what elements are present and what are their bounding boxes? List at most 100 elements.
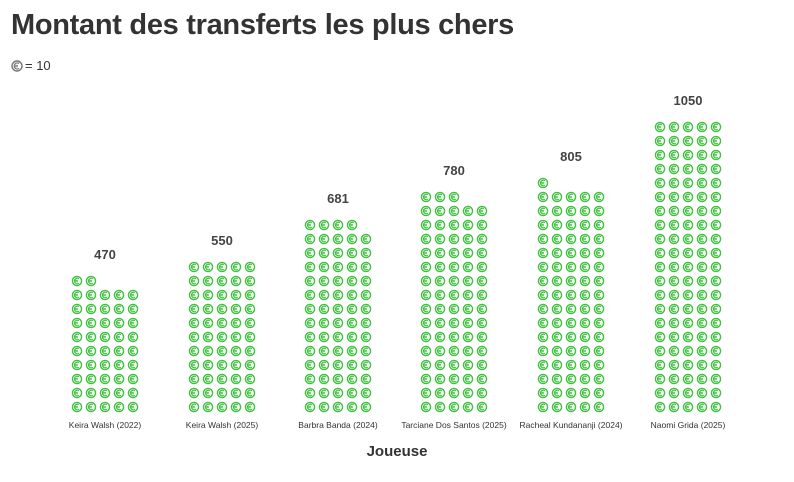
- coin-icon: [668, 359, 680, 371]
- coin-icon: [696, 317, 708, 329]
- coin-icon: [332, 387, 344, 399]
- coin-icon: [696, 387, 708, 399]
- coin-icon: [565, 205, 577, 217]
- coin-icon: [579, 331, 591, 343]
- coin-icon: [318, 233, 330, 245]
- coin-icon: [420, 247, 432, 259]
- coin-icon: [304, 275, 316, 287]
- coin-icon: [202, 345, 214, 357]
- coin-icon: [579, 317, 591, 329]
- coin-icon: [346, 233, 358, 245]
- coin-icon: [346, 261, 358, 273]
- coin-icon: [668, 121, 680, 133]
- coin-icon: [346, 401, 358, 413]
- coin-icon: [551, 359, 563, 371]
- coin-icon: [476, 219, 488, 231]
- coin-icon: [710, 401, 722, 413]
- coin-icon: [565, 345, 577, 357]
- coin-icon: [346, 373, 358, 385]
- coin-icon: [682, 205, 694, 217]
- coin-icon: [304, 345, 316, 357]
- coin-icon: [244, 331, 256, 343]
- coin-icon: [682, 261, 694, 273]
- coin-icon: [434, 373, 446, 385]
- coin-icon: [230, 303, 242, 315]
- coin-icon: [230, 289, 242, 301]
- coin-icon: [551, 219, 563, 231]
- coin-icon: [696, 219, 708, 231]
- coin-icon: [230, 387, 242, 399]
- coin-icon: [565, 373, 577, 385]
- coin-icon: [476, 373, 488, 385]
- euro-coin-icon: [11, 59, 23, 72]
- coin-icon: [565, 233, 577, 245]
- coin-icon: [579, 247, 591, 259]
- coin-icon: [682, 275, 694, 287]
- coin-icon: [537, 373, 549, 385]
- coin-icon: [668, 401, 680, 413]
- coin-icon: [318, 247, 330, 259]
- coin-icon: [668, 387, 680, 399]
- coin-icon: [420, 331, 432, 343]
- coin-icon: [448, 387, 460, 399]
- coin-icon: [360, 233, 372, 245]
- coin-icon: [244, 317, 256, 329]
- coin-icon: [476, 289, 488, 301]
- coin-icon: [434, 303, 446, 315]
- coin-icon: [668, 303, 680, 315]
- coin-icon: [710, 275, 722, 287]
- coin-icon: [462, 303, 474, 315]
- coin-icon: [346, 387, 358, 399]
- coin-icon: [318, 345, 330, 357]
- coin-icon: [668, 233, 680, 245]
- coin-icon: [244, 261, 256, 273]
- coin-icon: [332, 247, 344, 259]
- coin-icon: [448, 261, 460, 273]
- coin-icon: [710, 177, 722, 189]
- coin-icon: [476, 345, 488, 357]
- coin-icon: [668, 373, 680, 385]
- coin-icon: [682, 345, 694, 357]
- coin-icon: [579, 191, 591, 203]
- coin-icon: [99, 373, 111, 385]
- coin-icon: [332, 401, 344, 413]
- coin-icon: [593, 219, 605, 231]
- coin-icon: [360, 261, 372, 273]
- coin-icon: [244, 359, 256, 371]
- coin-icon: [682, 191, 694, 203]
- coin-icon: [113, 331, 125, 343]
- coin-icon: [551, 317, 563, 329]
- coin-icon: [346, 317, 358, 329]
- coin-icon: [230, 317, 242, 329]
- coin-icon: [346, 331, 358, 343]
- coin-icon: [696, 135, 708, 147]
- coin-icon: [99, 387, 111, 399]
- coin-icon: [216, 261, 228, 273]
- coin-icon: [682, 135, 694, 147]
- coin-icon: [71, 317, 83, 329]
- coin-icon: [654, 275, 666, 287]
- coin-icon: [476, 387, 488, 399]
- coin-icon: [318, 275, 330, 287]
- coin-icon: [188, 373, 200, 385]
- coin-icon: [230, 261, 242, 273]
- coin-icon: [654, 387, 666, 399]
- value-label: 780: [443, 163, 465, 178]
- coin-icon: [304, 289, 316, 301]
- coin-icon: [113, 401, 125, 413]
- coin-icon: [332, 331, 344, 343]
- coin-icon: [579, 233, 591, 245]
- coin-icon: [216, 289, 228, 301]
- coin-icon: [85, 345, 97, 357]
- coin-icon: [710, 261, 722, 273]
- coin-icon: [593, 317, 605, 329]
- coin-icon: [448, 275, 460, 287]
- coin-icon: [332, 317, 344, 329]
- coin-icon: [85, 373, 97, 385]
- coin-icon: [462, 345, 474, 357]
- coin-icon: [434, 331, 446, 343]
- value-label: 470: [94, 247, 116, 262]
- coin-icon: [71, 289, 83, 301]
- coin-icon: [85, 401, 97, 413]
- coin-icon: [420, 303, 432, 315]
